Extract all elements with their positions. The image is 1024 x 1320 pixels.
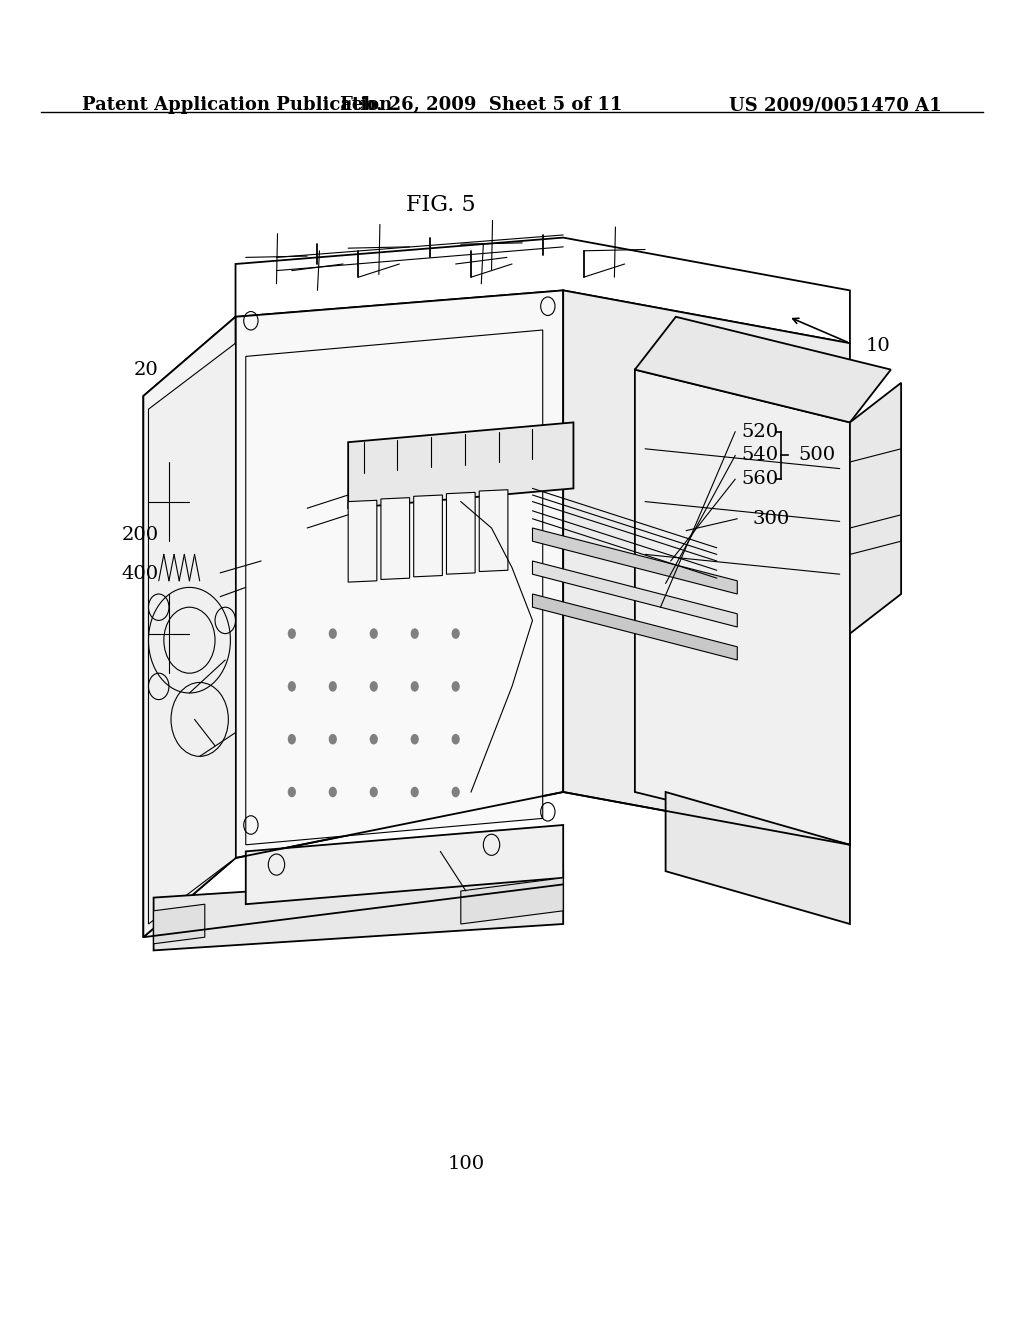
Text: 560: 560 bbox=[741, 470, 778, 488]
Polygon shape bbox=[236, 238, 850, 343]
Polygon shape bbox=[348, 500, 377, 582]
Text: 10: 10 bbox=[865, 337, 890, 355]
Text: 400: 400 bbox=[122, 565, 159, 583]
Circle shape bbox=[452, 734, 460, 744]
Circle shape bbox=[288, 681, 296, 692]
Circle shape bbox=[411, 681, 419, 692]
Polygon shape bbox=[236, 290, 563, 858]
Text: Patent Application Publication: Patent Application Publication bbox=[82, 96, 392, 115]
Text: US 2009/0051470 A1: US 2009/0051470 A1 bbox=[729, 96, 942, 115]
Polygon shape bbox=[148, 343, 236, 924]
Circle shape bbox=[329, 628, 337, 639]
Polygon shape bbox=[381, 498, 410, 579]
Polygon shape bbox=[532, 528, 737, 594]
Circle shape bbox=[288, 787, 296, 797]
Polygon shape bbox=[246, 825, 563, 904]
Circle shape bbox=[370, 734, 378, 744]
Polygon shape bbox=[532, 561, 737, 627]
Polygon shape bbox=[143, 317, 236, 937]
Polygon shape bbox=[154, 871, 563, 950]
Circle shape bbox=[288, 628, 296, 639]
Text: 520: 520 bbox=[741, 422, 778, 441]
Text: 500: 500 bbox=[799, 446, 836, 465]
Polygon shape bbox=[635, 370, 850, 845]
Circle shape bbox=[370, 681, 378, 692]
Text: FIG. 5: FIG. 5 bbox=[406, 194, 475, 215]
Polygon shape bbox=[563, 290, 850, 845]
Circle shape bbox=[370, 787, 378, 797]
Circle shape bbox=[452, 681, 460, 692]
Circle shape bbox=[288, 734, 296, 744]
Polygon shape bbox=[348, 422, 573, 508]
Circle shape bbox=[329, 681, 337, 692]
Circle shape bbox=[411, 787, 419, 797]
Polygon shape bbox=[143, 317, 236, 937]
Polygon shape bbox=[666, 792, 850, 924]
Circle shape bbox=[370, 628, 378, 639]
Polygon shape bbox=[461, 878, 563, 924]
Text: Feb. 26, 2009  Sheet 5 of 11: Feb. 26, 2009 Sheet 5 of 11 bbox=[340, 96, 623, 115]
Circle shape bbox=[329, 787, 337, 797]
Polygon shape bbox=[850, 383, 901, 634]
Polygon shape bbox=[154, 904, 205, 944]
Polygon shape bbox=[246, 330, 543, 845]
Circle shape bbox=[411, 628, 419, 639]
Text: 100: 100 bbox=[447, 1155, 484, 1173]
Text: 540: 540 bbox=[741, 446, 778, 465]
Polygon shape bbox=[635, 317, 891, 422]
Polygon shape bbox=[479, 490, 508, 572]
Text: 20: 20 bbox=[134, 360, 159, 379]
Circle shape bbox=[452, 787, 460, 797]
Text: 300: 300 bbox=[753, 510, 790, 528]
Polygon shape bbox=[414, 495, 442, 577]
Text: 200: 200 bbox=[122, 525, 159, 544]
Circle shape bbox=[411, 734, 419, 744]
Circle shape bbox=[329, 734, 337, 744]
Circle shape bbox=[452, 628, 460, 639]
Polygon shape bbox=[532, 594, 737, 660]
Polygon shape bbox=[446, 492, 475, 574]
